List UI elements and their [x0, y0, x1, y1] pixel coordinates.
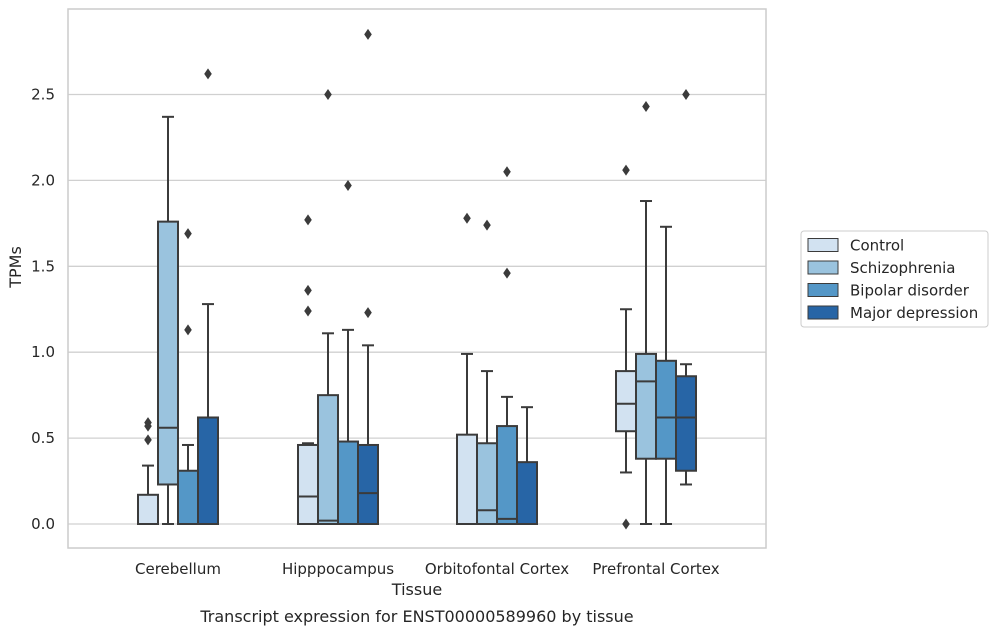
box-control [615, 164, 637, 530]
box-body [197, 416, 219, 526]
box-body [337, 440, 359, 526]
outlier-point [622, 518, 630, 530]
outlier-point [344, 180, 352, 192]
outlier-point [144, 420, 152, 432]
y-axis-label: TPMs [6, 246, 25, 289]
outlier-point [503, 166, 511, 178]
outlier-point [483, 219, 491, 231]
outlier-point [642, 101, 650, 113]
box-body [655, 359, 677, 460]
legend-swatch [807, 238, 839, 252]
box-major-depression [675, 89, 697, 486]
box-body [317, 394, 339, 525]
x-tick-label: Cerebellum [135, 560, 221, 578]
chart-caption: Transcript expression for ENST0000058996… [199, 607, 633, 626]
box-bipolar-disorder [177, 228, 199, 526]
box-major-depression [516, 406, 538, 526]
outlier-point [304, 284, 312, 296]
x-tick-label: Prefrontal Cortex [592, 560, 719, 578]
box-body [357, 443, 379, 525]
legend-frame [800, 230, 989, 328]
outlier-point [364, 28, 372, 40]
y-axis-ticks: 0.0 0.5 1.0 1.5 2.0 2.5 [31, 86, 55, 534]
y-tick-label: 2.0 [31, 171, 55, 189]
box-body [516, 461, 538, 526]
outlier-point [364, 307, 372, 319]
legend-swatch [807, 260, 839, 275]
y-tick-label: 2.5 [31, 86, 55, 104]
box-schizophrenia [476, 219, 498, 525]
legend-label: Bipolar disorder [850, 282, 970, 300]
y-tick-label: 0.5 [31, 429, 55, 447]
y-tick-label: 1.5 [31, 257, 55, 275]
outlier-point [304, 214, 312, 226]
box-body [177, 469, 199, 526]
outlier-point [324, 89, 332, 100]
y-tick-label: 1.0 [31, 343, 55, 361]
x-tick-label: Orbitofontal Cortex [425, 560, 569, 578]
outlier-point [503, 267, 511, 279]
x-tick-label: Hipppocampus [282, 560, 394, 578]
x-axis-ticks: Cerebellum Hipppocampus Orbitofontal Corte… [135, 560, 720, 578]
box-control [456, 212, 478, 525]
outlier-point [682, 89, 690, 100]
outlier-point [184, 228, 192, 240]
box-body [157, 220, 179, 486]
box-body [476, 442, 498, 525]
legend-label: Schizophrenia [850, 259, 955, 277]
box-body [137, 493, 159, 526]
outlier-point [184, 324, 192, 336]
box-body [297, 443, 319, 525]
box-body [635, 352, 657, 460]
outlier-point [304, 305, 312, 317]
legend-label: Major depression [850, 304, 978, 322]
box-bipolar-disorder [496, 166, 518, 526]
box-schizophrenia [635, 101, 657, 525]
legend-label: Control [850, 237, 904, 255]
outlier-point [463, 212, 471, 224]
box-control [137, 417, 159, 526]
box-body [456, 433, 478, 525]
box-schizophrenia [317, 89, 339, 525]
legend-swatch [807, 305, 839, 320]
box-control [297, 214, 319, 525]
plot-area-frame [67, 8, 767, 549]
legend: Control Schizophrenia Bipolar disorder Majo… [800, 230, 989, 328]
box-body [615, 370, 637, 433]
x-axis-label: Tissue [391, 580, 442, 599]
box-body [496, 425, 518, 526]
outlier-point [144, 434, 152, 446]
box-series [137, 28, 697, 530]
box-major-depression [357, 28, 379, 525]
outlier-point [204, 68, 212, 80]
outlier-point [622, 164, 630, 176]
box-body [675, 375, 697, 472]
box-schizophrenia [157, 115, 179, 525]
legend-swatch [807, 283, 839, 297]
legend-items: Control Schizophrenia Bipolar disorder Majo… [807, 237, 978, 322]
y-tick-label: 0.0 [31, 515, 55, 533]
box-bipolar-disorder [655, 225, 677, 525]
box-major-depression [197, 68, 219, 526]
